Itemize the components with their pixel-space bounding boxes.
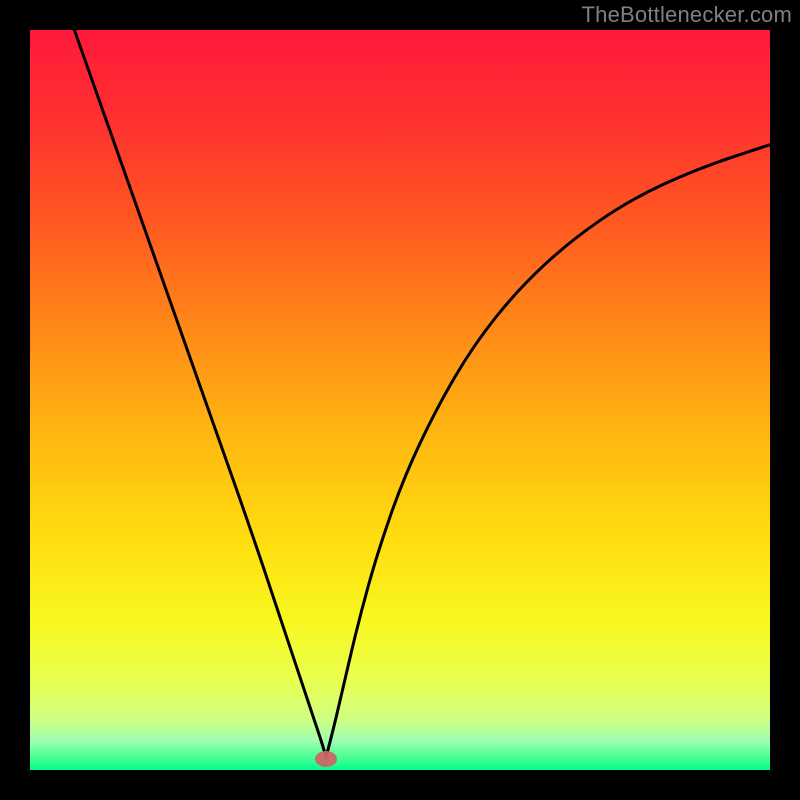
chart-frame: TheBottlenecker.com bbox=[0, 0, 800, 800]
gradient-background bbox=[30, 30, 770, 770]
border-left bbox=[0, 0, 30, 800]
border-right bbox=[770, 0, 800, 800]
plot-area bbox=[30, 30, 770, 770]
border-bottom bbox=[0, 770, 800, 800]
chart-svg bbox=[30, 30, 770, 770]
watermark-text: TheBottlenecker.com bbox=[582, 2, 792, 28]
minimum-marker bbox=[315, 751, 337, 767]
